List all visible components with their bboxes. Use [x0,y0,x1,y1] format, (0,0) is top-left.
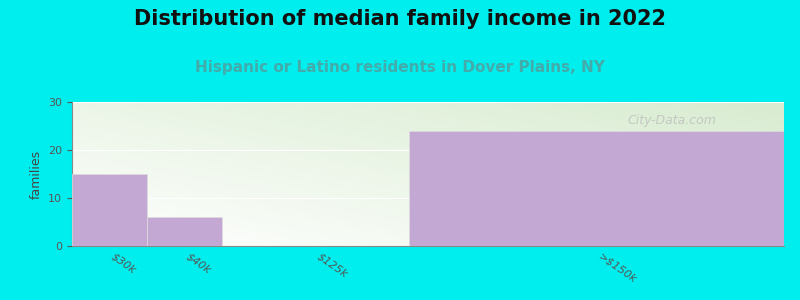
Bar [147,217,222,246]
Text: Distribution of median family income in 2022: Distribution of median family income in … [134,9,666,29]
Bar [410,131,784,246]
Text: Hispanic or Latino residents in Dover Plains, NY: Hispanic or Latino residents in Dover Pl… [195,60,605,75]
Y-axis label: families: families [30,149,42,199]
Text: City-Data.com: City-Data.com [627,113,716,127]
Bar [72,174,147,246]
